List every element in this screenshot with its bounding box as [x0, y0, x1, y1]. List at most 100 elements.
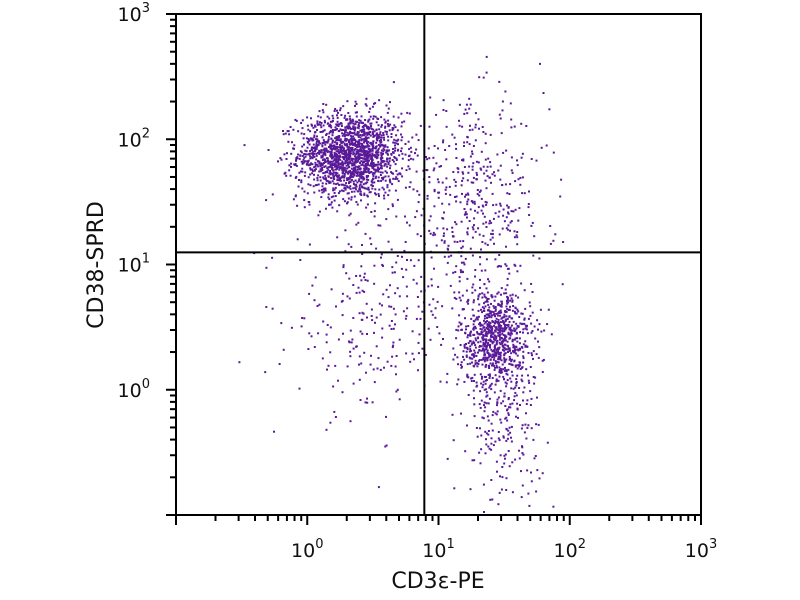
data-point	[391, 203, 394, 206]
data-point	[344, 188, 347, 191]
data-point	[375, 247, 378, 250]
data-point	[334, 153, 337, 156]
data-point	[357, 150, 360, 153]
data-point	[381, 161, 384, 164]
data-point	[463, 346, 466, 349]
data-point	[325, 134, 328, 136]
data-point	[504, 90, 507, 93]
data-point	[460, 271, 462, 274]
data-point	[498, 233, 501, 236]
data-point	[354, 160, 357, 163]
data-point	[365, 124, 368, 127]
data-point	[347, 243, 350, 246]
data-point	[522, 361, 525, 364]
data-point	[501, 227, 504, 230]
data-point	[527, 352, 530, 354]
data-point	[460, 220, 463, 223]
data-point	[293, 144, 296, 147]
data-point	[356, 126, 359, 129]
data-point	[339, 128, 342, 131]
data-point	[480, 349, 483, 352]
data-point	[476, 211, 479, 214]
data-point	[364, 401, 367, 404]
data-point	[469, 488, 472, 491]
data-point	[365, 154, 368, 157]
data-point	[473, 373, 476, 376]
data-point	[486, 349, 489, 352]
data-point	[343, 139, 346, 142]
data-point	[506, 267, 509, 270]
data-point	[499, 475, 501, 478]
data-point	[507, 345, 510, 348]
data-point	[471, 150, 473, 153]
data-point	[304, 149, 307, 152]
data-point	[372, 146, 375, 149]
data-point	[339, 158, 342, 161]
data-point	[354, 187, 357, 189]
data-point	[362, 183, 365, 186]
tick-exponent: 3	[142, 1, 150, 16]
data-point	[483, 293, 486, 296]
data-point	[380, 144, 383, 147]
data-point	[507, 323, 510, 326]
data-point	[357, 152, 360, 155]
data-point	[371, 173, 374, 176]
data-point	[404, 153, 407, 156]
data-point	[330, 166, 333, 169]
data-point	[329, 326, 332, 329]
data-point	[495, 327, 498, 330]
data-point	[382, 152, 384, 155]
data-point	[497, 321, 499, 323]
data-point	[364, 169, 367, 172]
data-point	[445, 186, 448, 189]
data-point	[375, 193, 377, 196]
data-point	[367, 125, 370, 128]
data-point	[405, 352, 408, 355]
data-point	[463, 141, 466, 144]
data-point	[392, 115, 395, 118]
data-point	[323, 166, 326, 168]
data-point	[328, 170, 331, 173]
data-point	[496, 312, 499, 315]
data-point	[508, 320, 511, 323]
data-point	[471, 165, 474, 168]
data-point	[486, 352, 489, 354]
data-point	[518, 449, 520, 452]
data-point	[494, 212, 497, 215]
data-point	[355, 143, 358, 146]
data-point	[512, 305, 515, 307]
data-point	[497, 379, 500, 382]
data-point	[467, 171, 470, 174]
data-point	[355, 133, 358, 136]
data-point	[483, 354, 486, 357]
data-point	[326, 167, 329, 170]
data-point	[530, 158, 533, 160]
data-point	[485, 287, 488, 290]
data-point	[497, 503, 500, 506]
tick-base: 10	[118, 255, 142, 277]
data-point	[356, 171, 359, 174]
data-point	[305, 137, 308, 140]
data-point	[499, 305, 502, 308]
data-point	[320, 188, 323, 191]
data-point	[460, 247, 463, 250]
data-point	[420, 290, 423, 293]
data-point	[369, 141, 372, 144]
data-point	[267, 149, 270, 151]
data-point	[317, 115, 320, 118]
data-point	[506, 284, 509, 287]
data-point	[503, 321, 506, 324]
data-point	[432, 231, 435, 234]
data-point	[332, 175, 335, 178]
data-point	[479, 278, 481, 281]
data-point	[313, 178, 316, 181]
data-point	[341, 299, 344, 302]
data-point	[476, 365, 479, 368]
data-point	[361, 244, 363, 246]
data-point	[480, 382, 483, 385]
data-point	[490, 479, 493, 481]
data-point	[491, 429, 494, 432]
data-point	[366, 397, 368, 400]
data-point	[479, 327, 482, 330]
data-point	[396, 287, 399, 290]
